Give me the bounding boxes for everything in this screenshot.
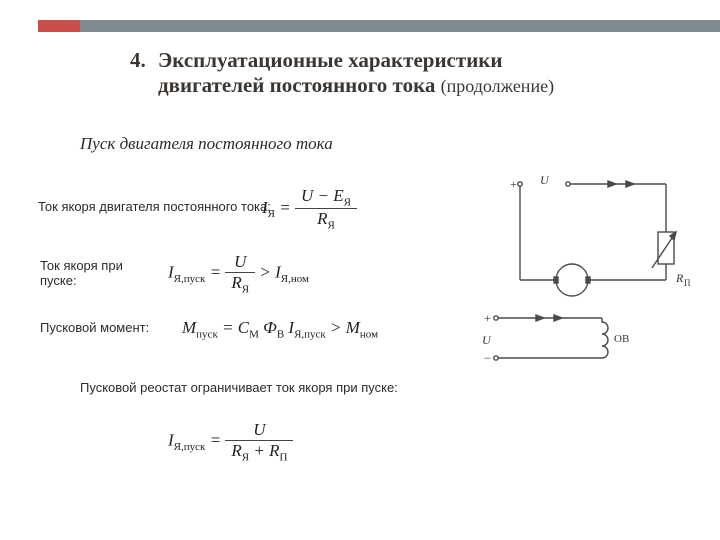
header-accent <box>38 20 80 32</box>
section-subtitle: Пуск двигателя постоянного тока <box>80 134 333 154</box>
label-start-current: Ток якоря при пуске: <box>40 258 150 288</box>
heading-number: 4. <box>130 48 158 73</box>
svg-text:ОВ: ОВ <box>614 333 629 345</box>
label-armature-current: Ток якоря двигателя постоянного тока: <box>38 199 271 214</box>
heading-title-1: Эксплуатационные характеристики <box>158 48 503 72</box>
label-rheostat: Пусковой реостат ограничивает ток якоря … <box>80 380 398 395</box>
header-bar <box>38 20 720 32</box>
heading-continuation: (продолжение) <box>441 76 554 96</box>
formula-start-torque: Mпуск = CМ ФВ IЯ,пуск > Mном <box>182 318 378 340</box>
svg-text:U: U <box>482 333 492 347</box>
formula-rheostat-current: IЯ,пуск = U RЯ + RП <box>168 420 293 463</box>
svg-text:R: R <box>675 271 684 285</box>
svg-text:+: + <box>510 177 517 191</box>
svg-text:U: U <box>540 173 550 187</box>
svg-text:−: − <box>484 351 491 365</box>
circuit-diagram: + − U R П + − U <box>480 172 690 372</box>
formula-start-current: IЯ,пуск = U RЯ > IЯ,ном <box>168 252 309 295</box>
page-heading: 4.Эксплуатационные характеристики двигат… <box>130 48 690 98</box>
svg-text:+: + <box>484 311 491 325</box>
formula-armature-current: IЯ = U − EЯ RЯ <box>262 186 357 232</box>
label-start-torque: Пусковой момент: <box>40 320 149 335</box>
heading-title-2: двигателей постоянного тока <box>158 73 435 97</box>
svg-text:П: П <box>684 278 690 288</box>
